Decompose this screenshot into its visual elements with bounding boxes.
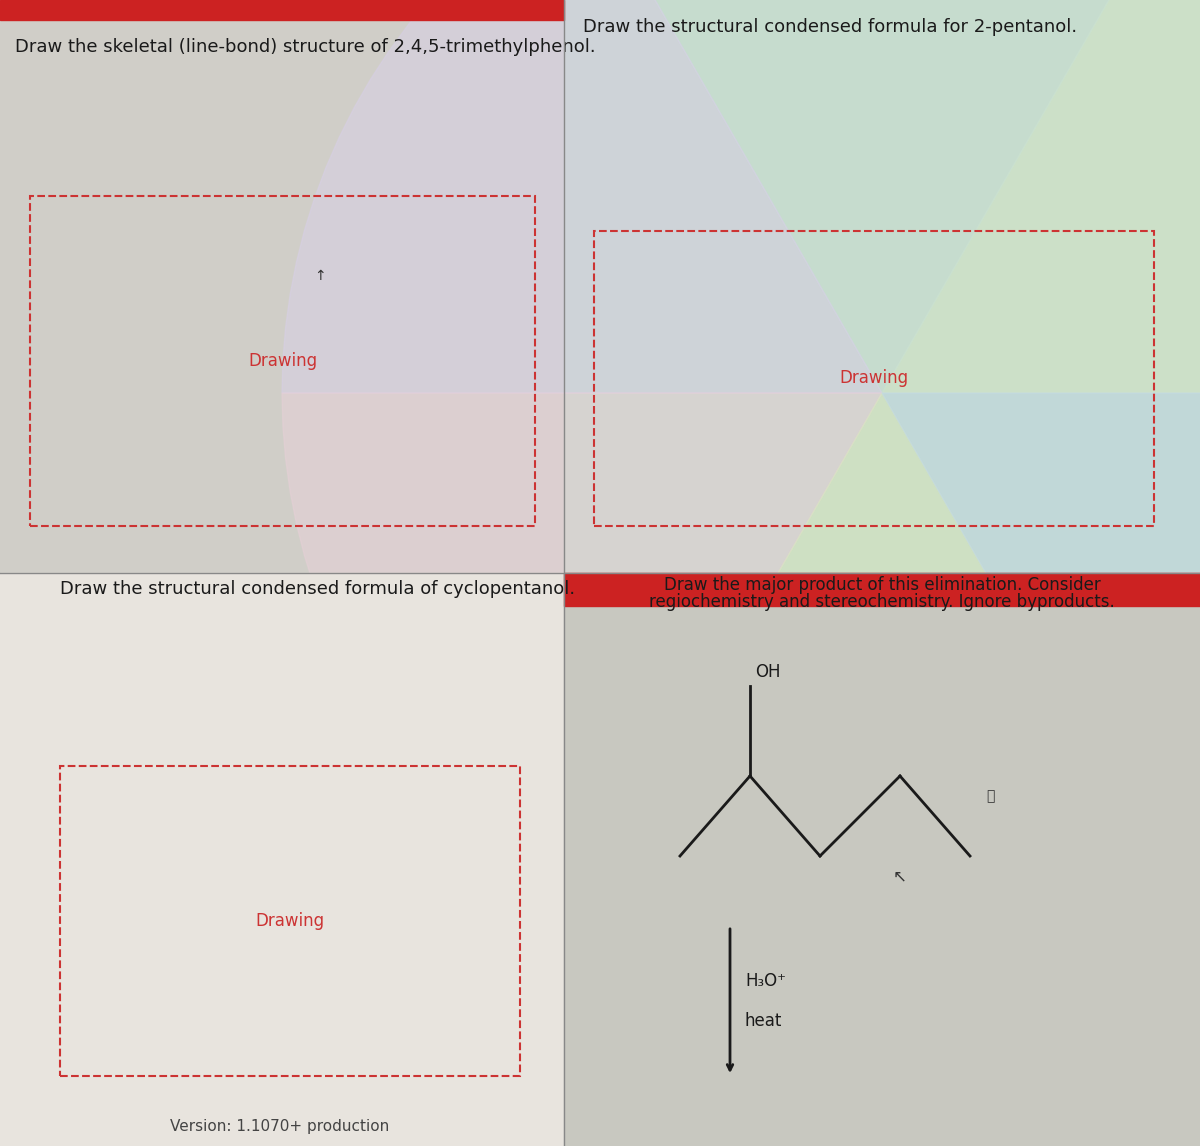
Bar (0, 0, 564, 19)
Polygon shape (582, 393, 1182, 992)
Text: Drawing: Drawing (256, 912, 324, 931)
Text: regiochemistry and stereochemistry. Ignore byproducts.: regiochemistry and stereochemistry. Igno… (649, 592, 1115, 611)
Text: ↑: ↑ (314, 269, 326, 283)
Text: 🔍: 🔍 (986, 788, 994, 803)
Text: Drawing: Drawing (840, 369, 908, 387)
Polygon shape (882, 393, 1200, 912)
Text: heat: heat (745, 1012, 782, 1030)
Text: Draw the major product of this elimination. Consider: Draw the major product of this eliminati… (664, 576, 1100, 594)
Bar (0, 573, 564, 1146)
Text: Draw the structural condensed formula for 2-pentanol.: Draw the structural condensed formula fo… (583, 18, 1078, 36)
Text: Draw the skeletal (line-bond) structure of 2,4,5-trimethylphenol.: Draw the skeletal (line-bond) structure … (14, 38, 595, 56)
Bar (564, 573, 1200, 1146)
Polygon shape (282, 0, 882, 393)
Bar (564, 573, 1200, 606)
Bar (0, 19, 564, 573)
Bar (564, 0, 1200, 573)
Polygon shape (582, 0, 1182, 393)
Polygon shape (282, 393, 882, 912)
Text: Draw the structural condensed formula of cyclopentanol.: Draw the structural condensed formula of… (60, 580, 575, 598)
Text: OH: OH (755, 664, 780, 681)
Polygon shape (882, 0, 1200, 393)
Text: Drawing: Drawing (248, 352, 318, 370)
Text: ↖: ↖ (893, 868, 907, 885)
Text: Version: 1.1070+ production: Version: 1.1070+ production (170, 1118, 390, 1135)
Text: H₃O⁺: H₃O⁺ (745, 972, 786, 990)
